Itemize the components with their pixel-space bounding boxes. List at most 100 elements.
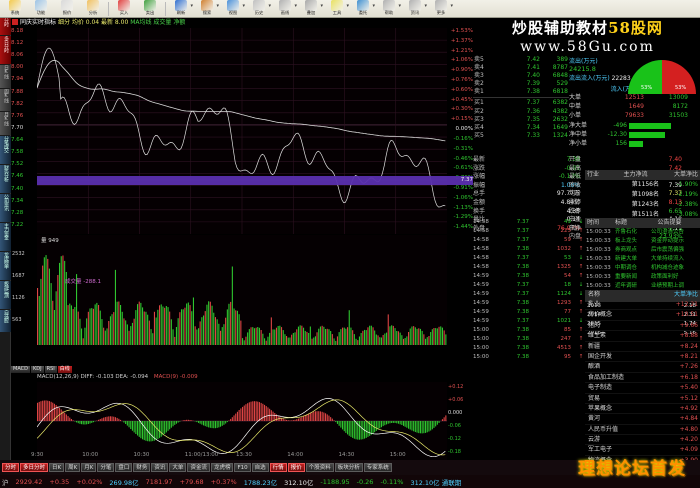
- bottom-tab-分时[interactable]: 分时: [2, 463, 20, 472]
- macd-tab-2[interactable]: KDJ: [31, 366, 44, 373]
- toolbar-button-搜索[interactable]: 搜索 ▾: [194, 0, 220, 17]
- rail-item-周K线[interactable]: 周K线: [0, 88, 11, 111]
- news-row[interactable]: 15:00:33 券商观点 后市震荡偏强: [585, 246, 700, 255]
- bottom-tab-周K[interactable]: 周K: [65, 463, 81, 472]
- bottom-tab-分笔[interactable]: 分笔: [97, 463, 115, 472]
- bottom-tab-自选[interactable]: 自选: [251, 463, 269, 472]
- tick-row[interactable]: 14:58 7.38 1325 ↑: [473, 263, 585, 272]
- rail-item-月K线[interactable]: 月K线: [0, 112, 11, 135]
- toolbar-button-视图[interactable]: 视图 ▾: [220, 0, 246, 17]
- main-toolbar[interactable]: 系统 功能 报价 分析 买入 卖出 刷新 ▾ 搜索 ▾ 视图 ▾ 历史 ▾ 画线 ▾ 叠加 ▾ 工具 ▾ 委托 ▾ 帮助 ▾ 资…: [0, 0, 700, 18]
- bottom-tab-行情[interactable]: 行情: [269, 463, 287, 472]
- chevron-down-icon[interactable]: ▾: [450, 3, 453, 9]
- sector-row[interactable]: 贸易 +5.12: [585, 394, 700, 404]
- bottom-tab-多日分时[interactable]: 多日分时: [20, 463, 49, 472]
- sector-row[interactable]: 房价概念 +10.51: [585, 310, 700, 321]
- rail-item-主力资金[interactable]: 主力资金: [0, 222, 11, 251]
- bottom-tab-日K[interactable]: 日K: [49, 463, 65, 472]
- bottom-tab-财务[interactable]: 财务: [133, 463, 151, 472]
- toolbar-button-画线[interactable]: 画线 ▾: [272, 0, 298, 17]
- sector-row[interactable]: 新疆 +8.24: [585, 342, 700, 352]
- toolbar-button-更多[interactable]: 更多 ▾: [428, 0, 454, 17]
- tick-row[interactable]: 14:58 7.37 49 ↓: [473, 218, 585, 227]
- tick-row[interactable]: 14:58 7.37 53 ↓: [473, 254, 585, 263]
- toolbar-button-功能[interactable]: 功能: [28, 0, 54, 17]
- rail-item-公司资讯[interactable]: 公司资讯: [0, 193, 11, 222]
- chevron-down-icon[interactable]: ▾: [216, 3, 219, 9]
- bottom-tab-报价[interactable]: 报价: [287, 463, 305, 472]
- toolbar-button-历史[interactable]: 历史 ▾: [246, 0, 272, 17]
- orderbook-row[interactable]: 卖5 7.42 389: [473, 56, 569, 64]
- tick-row[interactable]: 15:00 7.38 95 ↑: [473, 353, 585, 362]
- toolbar-button-报价[interactable]: 报价: [54, 0, 80, 17]
- news-row[interactable]: 15:00:33 齐鲁石化 公司澄清公告: [585, 228, 700, 237]
- orderbook-row[interactable]: 卖4 7.41 8787: [473, 64, 569, 72]
- rail-item-分时[interactable]: 分时: [0, 18, 11, 35]
- news-row[interactable]: 15:00:33 近年调研 业绩预期上调: [585, 282, 700, 291]
- toolbar-button-叠加[interactable]: 叠加 ▾: [298, 0, 324, 17]
- toolbar-button-分析[interactable]: 分析: [80, 0, 106, 17]
- toolbar-button-卖出[interactable]: 卖出: [137, 0, 163, 17]
- bottom-tab-大单[interactable]: 大单: [169, 463, 187, 472]
- tick-row[interactable]: 14:58 7.37 225 ↑: [473, 227, 585, 236]
- volume-plot[interactable]: 量 949 成交量 -288.1: [37, 235, 447, 345]
- toolbar-button-资讯[interactable]: 资讯 ▾: [402, 0, 428, 17]
- tick-row[interactable]: 14:59 7.38 1293 ↑: [473, 299, 585, 308]
- tick-list[interactable]: 14:58 7.37 49 ↓ 14:58 7.37 225 ↑ 14:58 7.37 59 ↑ 14:…: [473, 218, 585, 362]
- bottom-tab-strip[interactable]: 分时 多日分时 日K 周K 月K 分笔 盘口 财务 资讯 大单 资金流 龙虎榜 F10 自选 行情 报价 个股资…: [0, 460, 700, 475]
- bottom-tab-资讯[interactable]: 资讯: [151, 463, 169, 472]
- bottom-tab-F10[interactable]: F10: [234, 463, 251, 472]
- macd-plot[interactable]: [36, 382, 447, 460]
- intraday-chart[interactable]: 8.18 8.12 8.06 8.00 7.94 7.88 7.82 7.76 7.70 7.64…: [11, 28, 473, 460]
- orderbook-row[interactable]: 卖3 7.40 6848: [473, 72, 569, 80]
- chevron-down-icon[interactable]: ▾: [372, 3, 375, 9]
- macd-tab-3[interactable]: RSI: [44, 366, 57, 373]
- rail-item-日K线[interactable]: 日K线: [0, 65, 11, 88]
- left-tab-rail[interactable]: 分时 多日分时 日K线 周K线 月K线 分笔成交 财务分析 公司资讯 主力资金 龙虎榜单 板块监测自…: [0, 18, 11, 460]
- sector-row[interactable]: 食品加工制造 +6.18: [585, 373, 700, 384]
- chevron-down-icon[interactable]: ▾: [242, 3, 245, 9]
- right-info-panel[interactable]: 炒股辅助教材58股网 www.58Gu.com 卖5 7.42 389 卖4 7.41 8…: [473, 18, 700, 488]
- sector-row[interactable]: 云游 +4.20: [585, 435, 700, 446]
- orderbook-row[interactable]: 卖1 7.38 6818: [473, 88, 569, 96]
- sector-row[interactable]: 军工电子 +4.09: [585, 445, 700, 456]
- sector-row[interactable]: 维生素 +8.88: [585, 331, 700, 342]
- toolbar-button-委托[interactable]: 委托 ▾: [350, 0, 376, 17]
- tick-row[interactable]: 14:58 7.37 59 ↑: [473, 236, 585, 245]
- rail-item-龙虎榜单[interactable]: 龙虎榜单: [0, 251, 11, 280]
- chevron-down-icon[interactable]: ▾: [320, 3, 323, 9]
- tick-row[interactable]: 14:59 7.37 18 ↓: [473, 281, 585, 290]
- orderbook-row[interactable]: 买2 7.36 4382: [473, 108, 569, 116]
- orderbook-row[interactable]: 买3 7.35 2632: [473, 116, 569, 124]
- chevron-down-icon[interactable]: ▾: [294, 3, 297, 9]
- sector-row[interactable]: 电子制造 +5.40: [585, 383, 700, 394]
- tick-row[interactable]: 15:00 7.38 4513 ↑: [473, 344, 585, 353]
- toolbar-button-帮助[interactable]: 帮助 ▾: [376, 0, 402, 17]
- toolbar-button-工具[interactable]: 工具 ▾: [324, 0, 350, 17]
- bottom-tab-个股资料[interactable]: 个股资料: [305, 463, 334, 472]
- sector-row[interactable]: 乳业 +12.21: [585, 300, 700, 311]
- tick-row[interactable]: 14:59 7.37 1021 ↓: [473, 317, 585, 326]
- sector-row[interactable]: 人民币升值 +4.80: [585, 425, 700, 436]
- chevron-down-icon[interactable]: ▾: [424, 3, 427, 9]
- bottom-tab-盘口[interactable]: 盘口: [115, 463, 133, 472]
- rail-item-财务分析[interactable]: 财务分析: [0, 164, 11, 193]
- tick-row[interactable]: 15:00 7.38 247 ↑: [473, 335, 585, 344]
- bottom-tab-板块分析[interactable]: 板块分析: [334, 463, 363, 472]
- news-row[interactable]: 15:00:33 新建大单 大单持续流入: [585, 255, 700, 264]
- bottom-tab-专家系统[interactable]: 专家系统: [363, 463, 392, 472]
- rail-item-板块监测[interactable]: 板块监测: [0, 280, 11, 309]
- orderbook-row[interactable]: 卖2 7.39 529: [473, 80, 569, 88]
- bottom-tab-资金流[interactable]: 资金流: [187, 463, 210, 472]
- sector-row[interactable]: 黄河 +4.84: [585, 414, 700, 425]
- macd-tab-active[interactable]: 白线: [57, 366, 72, 373]
- macd-tab-1[interactable]: MACD: [11, 366, 30, 373]
- rail-item-分笔成交[interactable]: 分笔成交: [0, 135, 11, 164]
- tick-row[interactable]: 14:59 7.38 77 ↑: [473, 308, 585, 317]
- price-plot[interactable]: [36, 28, 447, 234]
- tick-row[interactable]: 14:59 7.37 1124 ↓: [473, 290, 585, 299]
- news-row[interactable]: 15:00:33 中期调仓 机构减仓迹象: [585, 264, 700, 273]
- news-row[interactable]: 15:00:33 板上龙头 资金异动提示: [585, 237, 700, 246]
- tick-row[interactable]: 15:00 7.38 85 ↑: [473, 326, 585, 335]
- sector-row[interactable]: 国企开发 +8.21: [585, 352, 700, 363]
